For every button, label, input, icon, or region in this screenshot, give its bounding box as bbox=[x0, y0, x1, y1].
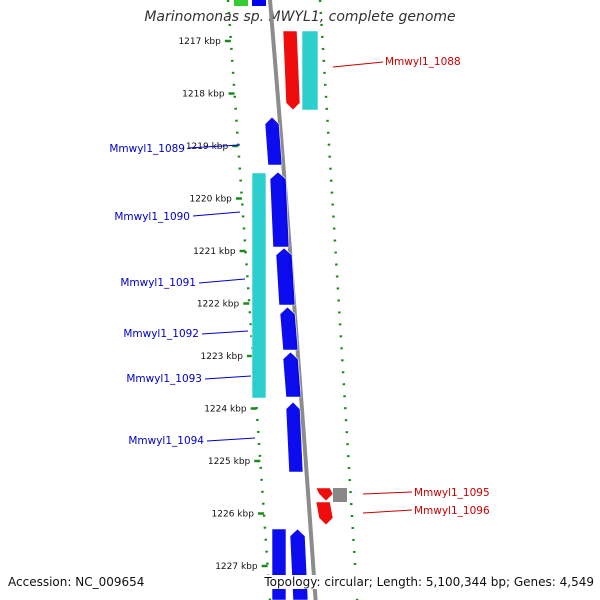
tick-label: 1218 kbp bbox=[182, 90, 225, 100]
gene-label: Mmwyl1_1093 bbox=[126, 373, 202, 385]
tick-label: 1224 kbp bbox=[204, 405, 247, 415]
gene-label-leader bbox=[204, 375, 252, 380]
tick-label: 1227 kbp bbox=[215, 562, 258, 572]
gene-label: Mmwyl1_1092 bbox=[123, 328, 199, 340]
gene-feature-mmwyl1-1096 bbox=[315, 501, 334, 526]
gene-label: Mmwyl1_1091 bbox=[120, 277, 196, 289]
gene-feature-bottom-1 bbox=[271, 528, 287, 600]
gene-feature-bottom-2 bbox=[289, 528, 309, 600]
outer-dotted-ring bbox=[318, 0, 359, 600]
gene-feature-mmwyl1-1092 bbox=[279, 306, 299, 351]
gene-label-leader bbox=[192, 211, 241, 217]
gene-feature-mmwyl1-1095 bbox=[315, 487, 334, 502]
gene-label-leader bbox=[206, 437, 256, 442]
gene-feature-mmwyl1-1094 bbox=[285, 401, 304, 473]
gene-label: Mmwyl1_1090 bbox=[114, 211, 190, 223]
gene-label: Mmwyl1_1094 bbox=[128, 435, 204, 447]
gray-feature-1095 bbox=[333, 488, 347, 502]
gene-label: Mmwyl1_1088 bbox=[385, 56, 461, 68]
gene-label-leader bbox=[187, 144, 241, 149]
tick-label: 1223 kbp bbox=[201, 352, 244, 362]
gene-label-leader bbox=[332, 61, 384, 68]
gene-label: Mmwyl1_1089 bbox=[109, 143, 185, 155]
tick-label: 1226 kbp bbox=[212, 510, 255, 520]
partial-feature-green bbox=[234, 0, 248, 6]
genome-summary-text: Topology: circular; Length: 5,100,344 bp… bbox=[262, 575, 596, 589]
map-title: Marinomonas sp. MWYL1, complete genome bbox=[144, 9, 456, 25]
accession-text: Accession: NC_009654 bbox=[6, 575, 147, 589]
gene-label: Mmwyl1_1095 bbox=[414, 487, 490, 499]
tick-label: 1217 kbp bbox=[178, 37, 221, 47]
partial-feature-blue bbox=[252, 0, 266, 6]
gene-label: Mmwyl1_1096 bbox=[414, 505, 490, 517]
cyan-feature-1088 bbox=[301, 30, 319, 111]
gene-feature-mmwyl1-1089 bbox=[264, 116, 283, 166]
gene-label-leader bbox=[201, 330, 249, 335]
gene-label-leader bbox=[362, 491, 413, 495]
tick-label: 1222 kbp bbox=[197, 300, 240, 310]
tick-label: 1220 kbp bbox=[189, 195, 232, 205]
tick-label: 1221 kbp bbox=[193, 247, 236, 257]
gene-feature-mmwyl1-1090 bbox=[269, 171, 290, 248]
gene-label-leader bbox=[198, 278, 246, 284]
inner-dotted-ring bbox=[226, 0, 272, 600]
gene-feature-mmwyl1-1088 bbox=[282, 30, 301, 111]
gene-feature-mmwyl1-1091 bbox=[275, 247, 296, 306]
gene-label-leader bbox=[362, 509, 413, 514]
gene-feature-mmwyl1-1093 bbox=[282, 351, 302, 398]
tick-label: 1225 kbp bbox=[208, 457, 251, 467]
cyan-feature-band bbox=[251, 172, 267, 399]
